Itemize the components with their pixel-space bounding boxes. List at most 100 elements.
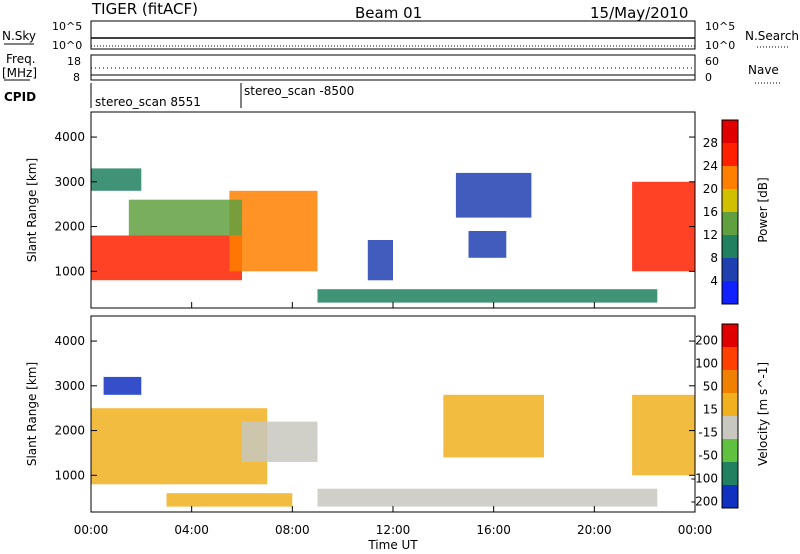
colorbar-swatch-2 [722, 235, 738, 258]
colorbar-tick-3: 15 [703, 403, 718, 417]
colorbar-swatch-4 [722, 189, 738, 212]
x-tick-label-3: 12:00 [376, 523, 411, 537]
heatmap-region-5 [632, 394, 695, 476]
heatmap-region-2 [128, 199, 243, 236]
x-tick-label-2: 08:00 [275, 523, 310, 537]
colorbar-tick-2: 12 [703, 228, 718, 242]
colorbar-tick-0: 4 [710, 274, 718, 288]
colorbar-swatch-7 [722, 324, 738, 347]
power-y-axis: 1000 2000 3000 4000 [54, 130, 695, 278]
sky-tick-low: 10^0 [52, 39, 82, 52]
x-tick-label-6: 00:00 [678, 523, 713, 537]
cpid-segment-1: stereo_scan -8500 [244, 84, 354, 98]
heatmap-region-8 [632, 181, 695, 272]
velocity-colorbar-label: Velocity [m s^-1] [756, 362, 770, 466]
colorbar-swatch-1 [722, 462, 738, 485]
freq-panel-frame [90, 54, 696, 81]
y-tick-label-3: 4000 [54, 334, 85, 348]
colorbar-swatch-3 [722, 212, 738, 235]
freq-tick-high: 18 [67, 55, 81, 68]
heatmap-region-4 [443, 394, 544, 458]
nave-tick-low: 0 [705, 71, 712, 84]
y-tick-label-1: 2000 [54, 424, 85, 438]
freq-trace [91, 67, 695, 76]
colorbar-tick-1: 100 [695, 357, 718, 371]
x-axis-label: Time UT [367, 538, 418, 552]
y-tick-label-0: 1000 [54, 264, 85, 278]
sky-label: N.Sky [2, 29, 36, 43]
x-tick-label-5: 20:00 [577, 523, 612, 537]
x-tick-label-1: 04:00 [174, 523, 209, 537]
nave-tick-high: 60 [705, 55, 719, 68]
date-title: 15/May/2010 [590, 4, 688, 22]
cpid-label: CPID [4, 90, 36, 104]
colorbar-tick-5: 24 [703, 159, 718, 173]
colorbar-swatch-3 [722, 416, 738, 439]
y-tick-label-1: 2000 [54, 220, 85, 234]
sky-panel-frame [90, 20, 696, 50]
freq-tick-low: 8 [73, 71, 80, 84]
heatmap-region-7 [468, 231, 507, 258]
colorbar-frame [721, 119, 739, 305]
y-tick-label-3: 4000 [54, 130, 85, 144]
colorbar-swatch-5 [722, 370, 738, 393]
power-colorbar-label: Power [dB] [756, 177, 770, 242]
freq-label-line2: [MHz] [2, 66, 37, 80]
colorbar-tick-4: 20 [703, 182, 718, 196]
x-tick-label-0: 00:00 [74, 523, 109, 537]
sky-tick-high: 10^5 [52, 20, 82, 33]
velocity-y-axis: 1000 2000 3000 4000 [54, 334, 695, 482]
nave-label: Nave [748, 63, 779, 77]
search-tick-low: 10^0 [705, 39, 735, 52]
colorbar-swatch-4 [722, 393, 738, 416]
power-y-label: Slant Range [km] [25, 158, 39, 262]
heatmap-region-6 [166, 493, 293, 507]
power-heatmap [91, 168, 695, 303]
search-label: N.Search [745, 29, 799, 43]
colorbar-tick-7: -200 [691, 495, 718, 509]
heatmap-region-1 [103, 376, 142, 395]
search-tick-high: 10^5 [705, 20, 735, 33]
heatmap-region-6 [455, 172, 532, 218]
power-colorbar: 4 8 12 16 20 24 28 [703, 119, 739, 305]
colorbar-tick-6: 28 [703, 136, 718, 150]
colorbar-tick-3: 16 [703, 205, 718, 219]
heatmap-region-0 [91, 408, 268, 485]
colorbar-tick-1: 8 [710, 251, 718, 265]
colorbar-swatch-5 [722, 166, 738, 189]
colorbar-swatch-6 [722, 143, 738, 166]
heatmap-region-4 [317, 289, 658, 303]
heatmap-region-5 [367, 240, 393, 281]
beam-title: Beam 01 [355, 4, 422, 22]
x-tick-label-4: 16:00 [476, 523, 511, 537]
cpid-segment-0: stereo_scan 8551 [95, 95, 201, 109]
velocity-colorbar: 200 100 50 15 -15 -50 -100 -200 [691, 323, 739, 509]
colorbar-tick-0: 200 [695, 334, 718, 348]
heatmap-region-3 [91, 168, 142, 191]
colorbar-swatch-2 [722, 439, 738, 462]
colorbar-tick-2: 50 [703, 380, 718, 394]
colorbar-swatch-6 [722, 347, 738, 370]
colorbar-tick-4: -15 [698, 426, 718, 440]
time-x-axis: 00:00 04:00 08:00 12:00 16:00 20:00 00:00 [74, 302, 713, 537]
sky-trace [91, 37, 695, 47]
station-title: TIGER (fitACF) [91, 0, 198, 18]
colorbar-swatch-0 [722, 281, 738, 304]
colorbar-tick-6: -100 [691, 472, 718, 486]
velocity-heatmap [91, 376, 695, 507]
colorbar-swatch-0 [722, 485, 738, 508]
y-tick-label-2: 3000 [54, 379, 85, 393]
heatmap-region-2 [242, 421, 318, 462]
freq-label-line1: Freq. [6, 52, 36, 66]
colorbar-tick-5: -50 [698, 449, 718, 463]
heatmap-region-0 [91, 235, 242, 281]
colorbar-swatch-1 [722, 258, 738, 281]
y-tick-label-0: 1000 [54, 468, 85, 482]
colorbar-frame [721, 323, 739, 509]
heatmap-region-1 [229, 190, 318, 272]
colorbar-swatch-7 [722, 120, 738, 143]
heatmap-region-3 [317, 488, 658, 507]
y-tick-label-2: 3000 [54, 175, 85, 189]
velocity-y-label: Slant Range [km] [25, 362, 39, 466]
